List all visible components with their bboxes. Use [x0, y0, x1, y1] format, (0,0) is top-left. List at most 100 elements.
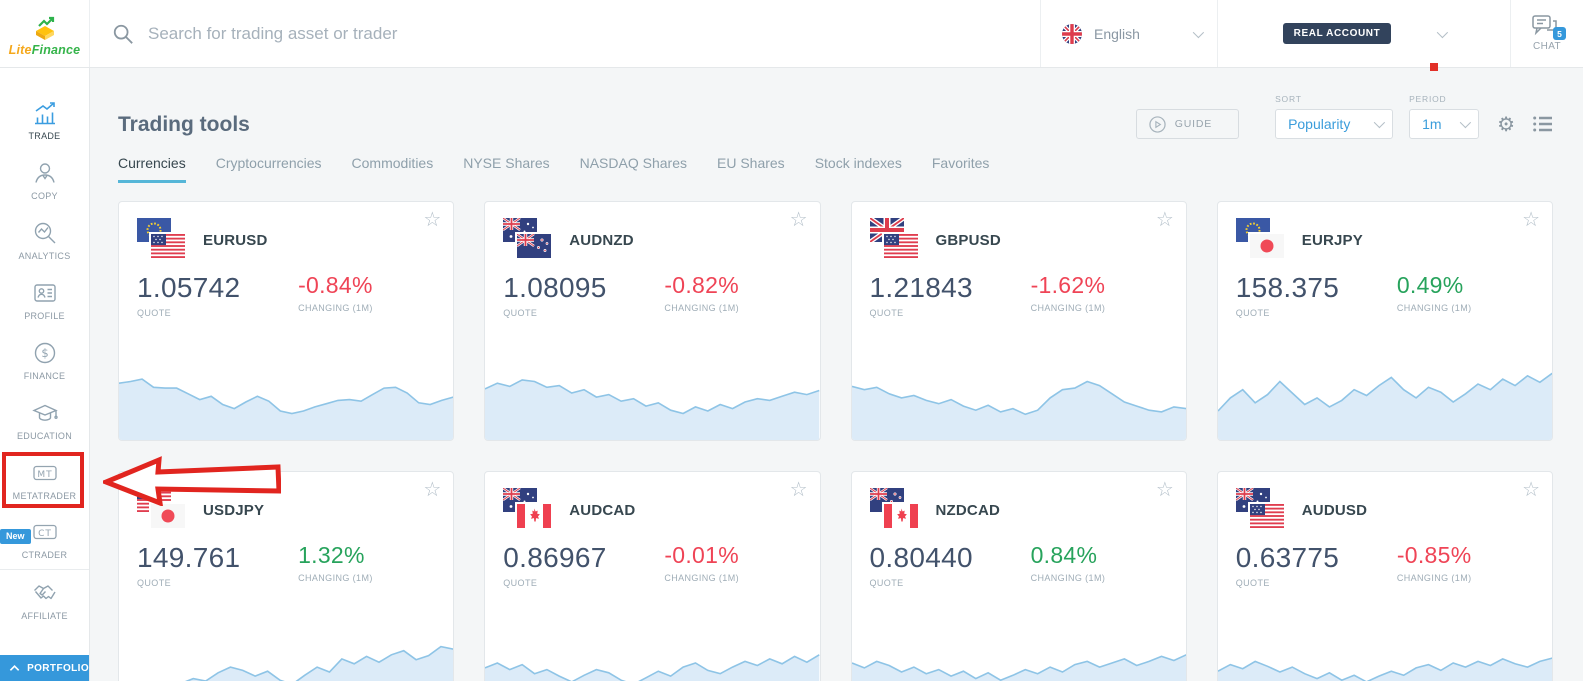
- favorite-star-icon[interactable]: ☆: [1155, 209, 1174, 231]
- change-value: 1.32%: [298, 542, 365, 568]
- sort-control: SORT Popularity: [1275, 94, 1409, 139]
- chat-label: CHAT: [1532, 41, 1562, 52]
- magnifier-chart-icon: [32, 220, 58, 246]
- pair-flags: [503, 488, 555, 532]
- tab[interactable]: Currencies: [118, 155, 186, 183]
- brand-logo[interactable]: LiteFinance: [0, 0, 90, 67]
- favorite-star-icon[interactable]: ☆: [1522, 479, 1540, 501]
- id-card-icon: [32, 280, 58, 306]
- tab[interactable]: Cryptocurrencies: [215, 155, 322, 171]
- changing-label: CHANGING (1M): [1396, 573, 1472, 583]
- settings-button[interactable]: ⚙: [1497, 109, 1515, 139]
- quote-label: QUOTE: [1235, 578, 1270, 588]
- search-input[interactable]: [148, 23, 1040, 44]
- guide-button[interactable]: GUIDE: [1135, 109, 1240, 139]
- quote-label: QUOTE: [1235, 308, 1270, 318]
- tab[interactable]: Commodities: [351, 155, 434, 171]
- change-value: 0.49%: [1396, 272, 1464, 298]
- instrument-symbol: AUDCAD: [569, 501, 636, 519]
- favorite-star-icon[interactable]: ☆: [789, 209, 808, 231]
- chevron-down-icon: [1373, 116, 1386, 129]
- flag-au-icon: [1235, 488, 1270, 512]
- svg-text:MT: MT: [37, 470, 52, 480]
- instrument-card-audnzd[interactable]: ☆ AUDNZD 1.08095 QUOTE -0.82% CHANGING (…: [484, 201, 821, 441]
- period-label: PERIOD: [1409, 94, 1447, 104]
- sparkline-chart: [485, 614, 820, 681]
- chevron-down-icon: [1459, 116, 1472, 129]
- instrument-card-audusd[interactable]: ☆ AUDUSD 0.63775 QUOTE -0.85% CHANGING (…: [1216, 471, 1553, 681]
- sparkline-chart: [851, 344, 1186, 440]
- changing-label: CHANGING (1M): [298, 573, 373, 583]
- quote-label: QUOTE: [137, 308, 172, 318]
- favorite-star-icon[interactable]: ☆: [423, 479, 442, 501]
- list-view-button[interactable]: [1533, 109, 1553, 139]
- quote-label: QUOTE: [869, 308, 904, 318]
- change-value: 0.84%: [1030, 542, 1098, 568]
- pair-flags: [137, 488, 189, 532]
- tab[interactable]: NYSE Shares: [463, 155, 550, 171]
- person-icon: [32, 160, 58, 186]
- sidebar-item-copy[interactable]: COPY: [0, 150, 89, 210]
- instrument-card-gbpusd[interactable]: ☆ GBPUSD 1.21843 QUOTE -1.62% CHANGING (…: [850, 201, 1187, 441]
- portfolio-toggle[interactable]: PORTFOLIO: [0, 655, 89, 681]
- instrument-symbol: EURUSD: [203, 231, 268, 249]
- chat-button[interactable]: 5 CHAT: [1510, 0, 1583, 67]
- quote-value: 1.21843: [869, 272, 973, 303]
- quote-value: 149.761: [137, 542, 241, 573]
- pair-flags: [503, 218, 555, 262]
- favorite-star-icon[interactable]: ☆: [789, 479, 808, 501]
- tab[interactable]: NASDAQ Shares: [579, 155, 687, 171]
- quote-label: QUOTE: [503, 308, 538, 318]
- period-dropdown[interactable]: 1m: [1409, 109, 1480, 139]
- sidebar-item-education[interactable]: EDUCATION: [0, 390, 89, 450]
- sidebar-item-profile[interactable]: PROFILE: [0, 270, 89, 330]
- sidebar-item-ctrader[interactable]: CT CTRADER New: [0, 510, 89, 570]
- sparkline-chart: [485, 344, 820, 440]
- pair-flags: [869, 488, 922, 532]
- chat-unread-badge: 5: [1553, 27, 1566, 40]
- changing-label: CHANGING (1M): [1030, 573, 1106, 583]
- language-selector[interactable]: English: [1040, 0, 1217, 67]
- page-title: Trading tools: [118, 113, 250, 136]
- sidebar-item-metatrader[interactable]: MT METATRADER: [0, 450, 89, 510]
- instrument-card-eurjpy[interactable]: ☆ EURJPY 158.375 QUOTE 0.49% CHANGING (1…: [1216, 201, 1553, 441]
- flag-us-icon: [883, 234, 918, 258]
- chevron-up-icon: [9, 664, 20, 671]
- search-bar: [90, 0, 1040, 67]
- sidebar-item-affiliate[interactable]: AFFILIATE: [0, 570, 89, 630]
- dollar-circle-icon: $: [32, 340, 58, 366]
- period-control: PERIOD 1m: [1409, 94, 1480, 139]
- uk-flag-icon: [1062, 23, 1082, 44]
- pair-flags: [869, 218, 922, 262]
- sidebar-item-analytics[interactable]: ANALYTICS: [0, 210, 89, 270]
- sidebar: TRADE COPY ANALYTICS PROFILE $ FINANCE E…: [0, 68, 90, 681]
- pair-flags: [137, 218, 189, 262]
- sort-dropdown[interactable]: Popularity: [1275, 109, 1394, 139]
- changing-label: CHANGING (1M): [1030, 303, 1106, 313]
- sidebar-item-trade[interactable]: TRADE: [0, 90, 89, 150]
- sidebar-item-finance[interactable]: $ FINANCE: [0, 330, 89, 390]
- instrument-card-usdjpy[interactable]: ☆ USDJPY 149.761 QUOTE 1.32% CHANGING (1…: [118, 471, 455, 681]
- account-selector[interactable]: REAL ACCOUNT: [1217, 0, 1510, 71]
- sparkline-chart: [1217, 614, 1552, 681]
- instrument-card-nzdcad[interactable]: ☆ NZDCAD 0.80440 QUOTE 0.84% CHANGING (1…: [850, 471, 1187, 681]
- svg-text:CT: CT: [38, 529, 52, 539]
- quote-value: 158.375: [1235, 272, 1340, 303]
- favorite-star-icon[interactable]: ☆: [1522, 209, 1540, 231]
- instrument-grid: ☆ EURUSD 1.05742 QUOTE -0.84% CHANGING (…: [118, 201, 1553, 681]
- favorite-star-icon[interactable]: ☆: [1155, 479, 1174, 501]
- tab[interactable]: Favorites: [931, 155, 990, 171]
- ct-box-icon: CT: [32, 519, 58, 545]
- handshake-icon: [32, 580, 58, 606]
- instrument-symbol: AUDNZD: [569, 231, 634, 249]
- tab[interactable]: Stock indexes: [814, 155, 902, 171]
- instrument-card-eurusd[interactable]: ☆ EURUSD 1.05742 QUOTE -0.84% CHANGING (…: [118, 201, 455, 441]
- sparkline-chart: [851, 614, 1186, 681]
- tab[interactable]: EU Shares: [716, 155, 785, 171]
- chevron-down-icon: [1192, 26, 1205, 38]
- flag-ca-icon: [883, 504, 918, 528]
- instrument-symbol: USDJPY: [203, 501, 265, 519]
- pair-flags: [1235, 218, 1288, 262]
- favorite-star-icon[interactable]: ☆: [423, 209, 442, 231]
- instrument-card-audcad[interactable]: ☆ AUDCAD 0.86967 QUOTE -0.01% CHANGING (…: [484, 471, 821, 681]
